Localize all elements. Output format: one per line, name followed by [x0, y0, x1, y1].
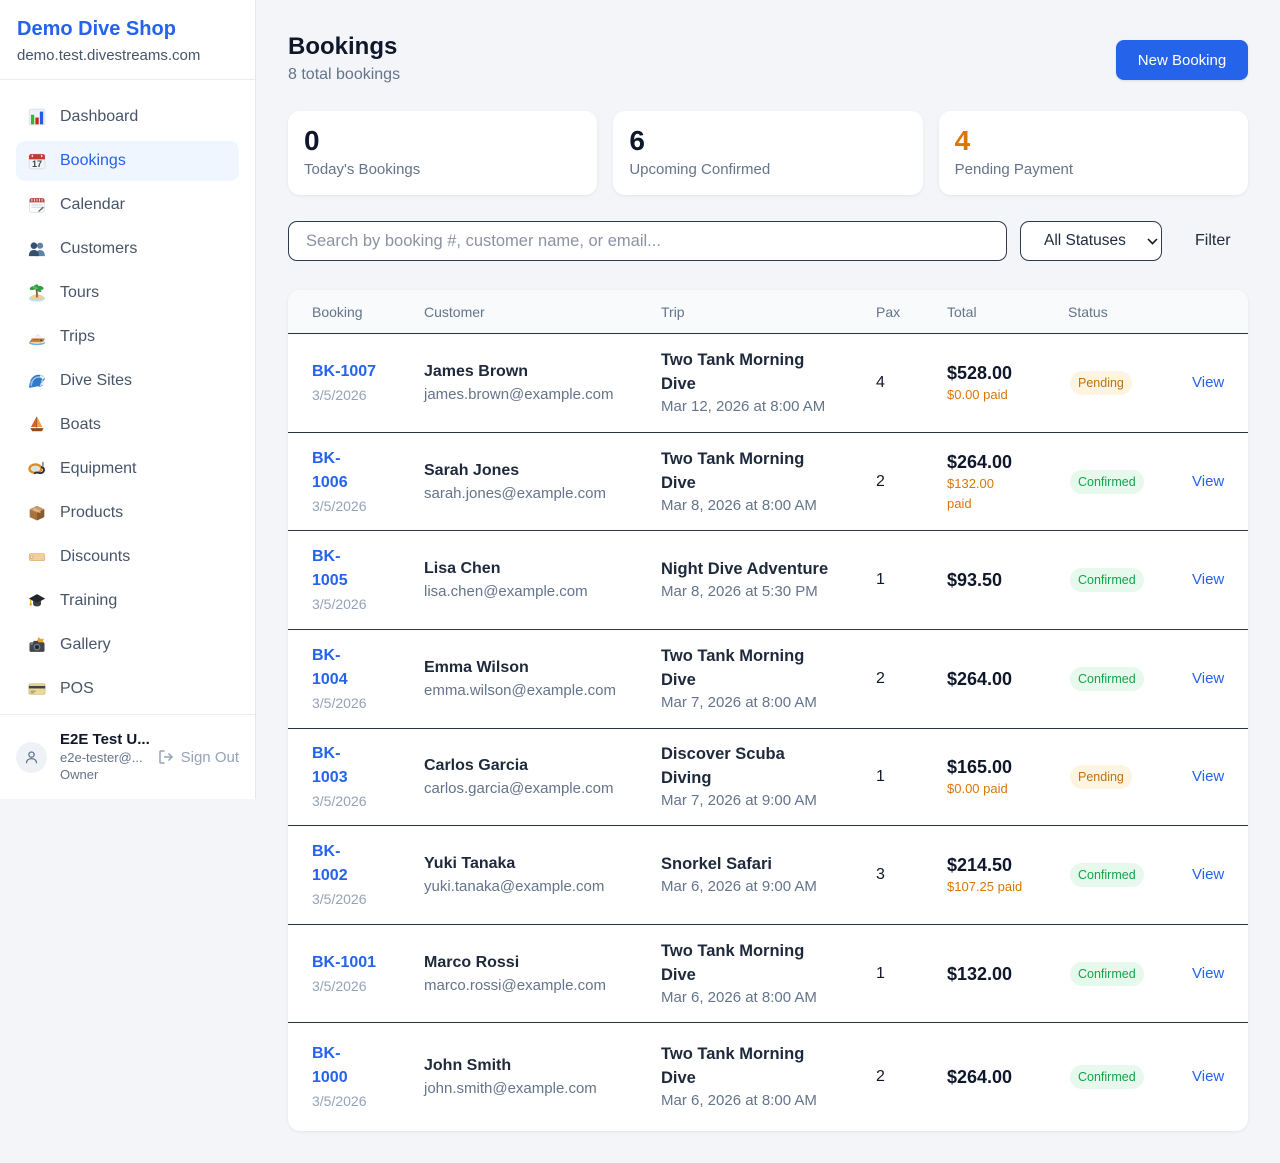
svg-text:17: 17 [32, 159, 42, 169]
